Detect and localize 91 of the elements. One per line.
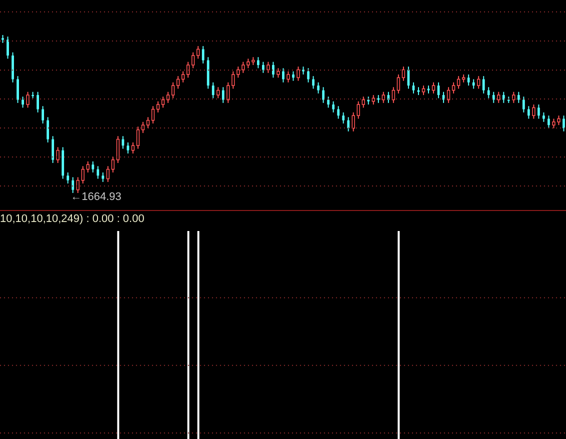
candlestick (296, 66, 300, 82)
candlestick (86, 160, 90, 173)
candlestick (181, 70, 185, 83)
candlestick (191, 52, 195, 69)
candlestick (81, 166, 84, 184)
candlestick (111, 156, 115, 173)
candlestick (432, 82, 436, 94)
candlestick (472, 78, 475, 90)
candlestick (26, 91, 30, 108)
candlestick (492, 91, 495, 104)
candlestick (482, 76, 485, 94)
candlestick (52, 136, 54, 164)
candlestick (476, 76, 480, 90)
candlestick (146, 116, 150, 129)
candlestick (342, 112, 345, 124)
candlestick (226, 82, 230, 104)
candlestick (42, 106, 44, 124)
candlestick (212, 82, 214, 99)
candlestick (327, 96, 330, 108)
candlestick (467, 74, 470, 86)
candlestick (266, 61, 270, 74)
candlestick (382, 91, 386, 104)
candlestick (276, 68, 280, 78)
candlestick (222, 86, 224, 104)
candlestick (307, 68, 310, 83)
candlestick (106, 166, 110, 182)
candlestick (36, 91, 40, 113)
candlestick (116, 136, 120, 164)
candlestick (562, 115, 565, 132)
candlestick (92, 160, 94, 173)
candlestick (262, 61, 264, 74)
candlestick (372, 94, 376, 106)
candlestick (548, 115, 550, 129)
candlestick (522, 96, 525, 113)
candlestick (196, 46, 200, 60)
candlestick (16, 76, 19, 104)
candlestick (502, 91, 505, 104)
candlestick (161, 96, 165, 108)
candlestick (456, 76, 460, 90)
candlestick (156, 100, 160, 113)
candlestick (387, 91, 390, 104)
candlestick (22, 96, 24, 108)
candlestick (356, 100, 360, 120)
candlestick (446, 86, 450, 104)
candlestick (202, 46, 204, 64)
annotation: ←1664.93 (70, 191, 122, 203)
candlestick (176, 76, 180, 90)
candlestick (392, 86, 396, 104)
candlestick (171, 82, 175, 99)
candlestick (66, 172, 70, 184)
candlestick (396, 74, 400, 94)
candlestick (312, 76, 314, 90)
candlestick (282, 68, 284, 83)
candlestick (6, 36, 9, 60)
candlestick (46, 116, 50, 143)
candlestick (102, 172, 104, 182)
candlestick (422, 85, 426, 96)
candlestick (512, 91, 516, 104)
candlestick (216, 86, 220, 99)
candlestick (332, 100, 335, 113)
candlestick (136, 126, 140, 150)
candlestick (538, 104, 540, 120)
candlestick (362, 96, 365, 108)
candlestick (352, 112, 355, 132)
candlestick (347, 116, 350, 132)
candlestick (12, 52, 14, 83)
candlestick (131, 142, 135, 154)
candlestick (452, 82, 456, 94)
candlestick (72, 176, 74, 193)
candlestick (487, 86, 490, 99)
candlestick (527, 106, 530, 120)
candlestick (402, 66, 406, 82)
candlestick (317, 82, 320, 94)
candlestick (322, 86, 325, 104)
candlestick (96, 166, 100, 180)
candlestick (257, 56, 260, 69)
candlestick (272, 61, 274, 78)
candlestick (497, 91, 500, 104)
chart-title: 10,10,10,10,249) : 0.00 : 0.00 (0, 213, 144, 225)
candlestick (532, 104, 536, 120)
candlestick (76, 176, 80, 193)
candlestick (292, 70, 294, 82)
candlestick (286, 70, 290, 83)
candlestick (151, 106, 155, 124)
candlestick (517, 91, 520, 104)
candlestick (56, 146, 60, 164)
candlestick (337, 106, 340, 120)
candlestick (186, 61, 190, 78)
candlestick (542, 112, 545, 122)
candlestick (141, 121, 145, 134)
candlestick (166, 91, 170, 104)
